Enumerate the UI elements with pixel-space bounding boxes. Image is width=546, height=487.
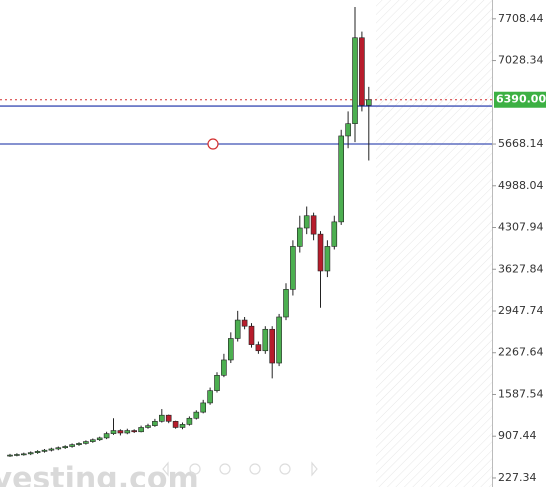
current-price-label: 6390.00 — [496, 93, 546, 106]
candle-body — [14, 454, 20, 456]
candle-body — [138, 427, 144, 433]
candle-body — [200, 402, 206, 413]
tool-icon[interactable] — [311, 461, 318, 477]
candle-body — [310, 215, 317, 235]
candle-body — [96, 437, 103, 441]
y-tick-label: 4307.94 — [498, 221, 544, 234]
candle-body — [262, 328, 269, 352]
y-tick-label: 2947.74 — [498, 304, 544, 317]
y-tick-label: 5668.14 — [498, 137, 544, 150]
candle-body — [55, 447, 62, 450]
candle-body — [269, 328, 276, 364]
candle-body — [228, 338, 234, 361]
candle-body — [290, 246, 296, 290]
candle-body — [62, 446, 69, 449]
candle-body — [186, 417, 193, 425]
candle-body — [179, 424, 186, 428]
tool-icon[interactable] — [219, 463, 231, 475]
candle-body — [324, 246, 331, 272]
candle-body — [276, 316, 282, 364]
candle-body — [145, 425, 151, 428]
candle-body — [41, 449, 48, 452]
watermark: Investing.com — [0, 462, 199, 487]
candle-body — [172, 421, 179, 428]
y-tick-label: 2267.64 — [498, 346, 544, 359]
tool-icon[interactable] — [162, 461, 169, 477]
candle-body — [345, 123, 351, 137]
candle-body — [7, 454, 13, 457]
candle-body — [338, 135, 345, 223]
candle-body — [90, 439, 96, 442]
candle-body — [159, 414, 165, 422]
line-handle — [207, 138, 219, 150]
future-area — [376, 0, 492, 487]
tool-icon[interactable] — [189, 463, 201, 475]
y-tick-label: 4988.04 — [498, 179, 544, 192]
candle-body — [124, 430, 131, 434]
toolbar — [162, 461, 318, 477]
candle-body — [165, 414, 172, 422]
candle-body — [152, 421, 158, 426]
candle-body — [69, 444, 75, 447]
tool-icon[interactable] — [249, 463, 261, 475]
candle-body — [117, 430, 124, 434]
candle-body — [193, 411, 200, 419]
candle-body — [317, 233, 324, 272]
candle-body — [207, 390, 213, 404]
candle-body — [248, 325, 255, 345]
candle-body — [110, 430, 117, 434]
candle-body — [131, 430, 137, 433]
tool-icon[interactable] — [279, 463, 291, 475]
candle-body — [83, 441, 89, 444]
current-price-box — [494, 91, 546, 108]
candle-body — [283, 289, 289, 318]
candle-body — [76, 443, 82, 445]
candle-body — [48, 448, 55, 451]
y-tick-label: 907.44 — [498, 429, 537, 442]
candle-body — [27, 452, 34, 455]
candle-body — [103, 433, 110, 439]
candle-body — [331, 221, 338, 247]
y-tick-label: 1587.54 — [498, 387, 544, 400]
candle-body — [221, 359, 227, 376]
candle-body — [359, 37, 365, 106]
y-tick-label: 227.34 — [498, 471, 537, 484]
candle-body — [241, 319, 248, 327]
candle-body — [234, 319, 241, 339]
candle-body — [352, 37, 358, 124]
candle-body — [365, 99, 372, 106]
candle-body — [255, 344, 262, 352]
candle-body — [303, 215, 310, 229]
y-tick-label: 3627.84 — [498, 262, 544, 275]
candle-body — [34, 451, 41, 453]
candle-body — [296, 227, 303, 247]
candle-body — [20, 453, 27, 456]
y-tick-label: 7708.44 — [498, 12, 544, 25]
y-tick-label: 7028.34 — [498, 54, 544, 67]
candle-body — [214, 374, 220, 391]
